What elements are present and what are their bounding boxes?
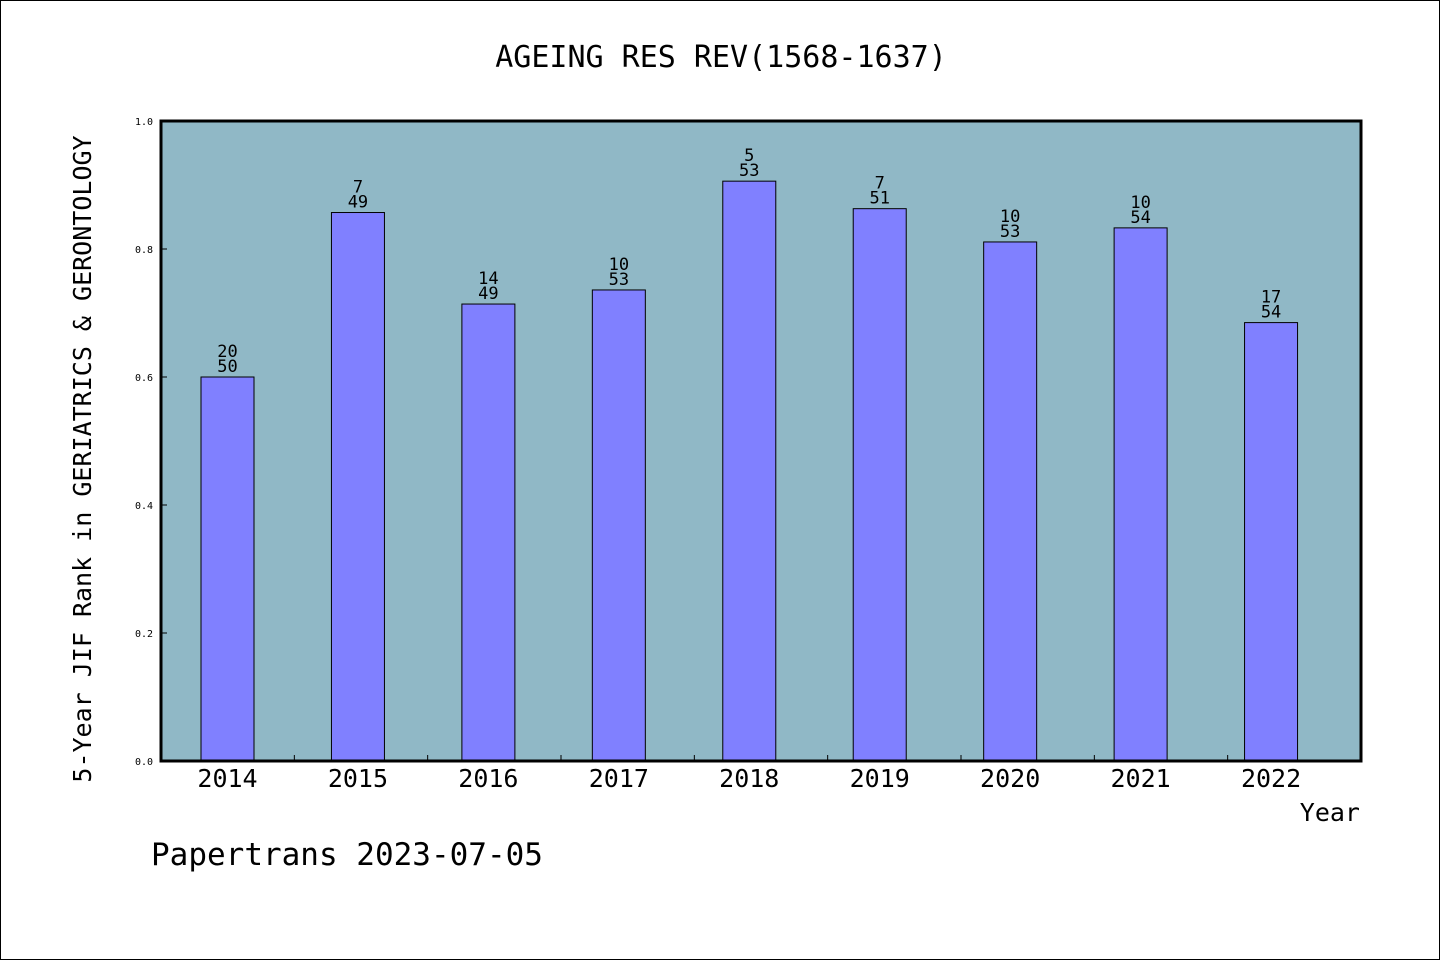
bar-rank-label: 5 bbox=[744, 146, 754, 166]
x-tick-label: 2020 bbox=[980, 764, 1040, 793]
y-tick-label: 0.0 bbox=[135, 757, 153, 768]
x-tick-label: 2014 bbox=[197, 764, 257, 793]
bar-total-label: 53 bbox=[739, 161, 759, 181]
footer-credit: Papertrans 2023-07-05 bbox=[151, 837, 543, 873]
bar-rank-label: 20 bbox=[217, 342, 237, 362]
bar-total-label: 53 bbox=[1000, 222, 1020, 242]
bar-rank-label: 7 bbox=[875, 174, 885, 194]
x-axis-label: Year bbox=[1300, 798, 1360, 827]
bar-2017 bbox=[591, 289, 646, 762]
bar-total-label: 49 bbox=[348, 193, 368, 213]
y-tick-label: 0.2 bbox=[135, 629, 153, 640]
bar-rank-label: 14 bbox=[478, 269, 498, 289]
bar-rank-label: 17 bbox=[1261, 288, 1281, 308]
bar-2020 bbox=[983, 241, 1038, 762]
bar-total-label: 49 bbox=[478, 284, 498, 304]
x-tick-label: 2016 bbox=[458, 764, 518, 793]
chart-title: AGEING RES REV(1568-1637) bbox=[495, 40, 947, 75]
y-tick-label: 0.8 bbox=[135, 245, 153, 256]
bar-2022 bbox=[1244, 322, 1299, 762]
y-tick-label: 0.4 bbox=[135, 501, 153, 512]
y-tick-label: 0.6 bbox=[135, 373, 153, 384]
bar-2019 bbox=[852, 208, 907, 762]
y-tick-label: 1.0 bbox=[135, 117, 153, 128]
x-tick-label: 2015 bbox=[328, 764, 388, 793]
bar-rank-label: 10 bbox=[1130, 193, 1150, 213]
bar-rank-label: 10 bbox=[609, 255, 629, 275]
bar-2016 bbox=[461, 303, 516, 762]
bar-total-label: 53 bbox=[609, 270, 629, 290]
bar-total-label: 50 bbox=[217, 357, 237, 377]
x-tick-label: 2018 bbox=[719, 764, 779, 793]
bar-2021 bbox=[1113, 227, 1168, 762]
x-tick-label: 2022 bbox=[1241, 764, 1301, 793]
bar-total-label: 51 bbox=[869, 189, 889, 209]
plot-frame bbox=[159, 119, 1363, 763]
bar-total-label: 54 bbox=[1130, 208, 1150, 228]
bar-2015 bbox=[330, 212, 385, 762]
bar-rank-label: 7 bbox=[353, 178, 363, 198]
x-tick-label: 2017 bbox=[589, 764, 649, 793]
labels-layer: 2014205020157492016144920171053201855320… bbox=[135, 117, 1301, 793]
x-tick-label: 2019 bbox=[850, 764, 910, 793]
bar-2014 bbox=[200, 376, 255, 762]
bar-rank-label: 10 bbox=[1000, 207, 1020, 227]
bar-total-label: 54 bbox=[1261, 303, 1281, 323]
x-tick-label: 2021 bbox=[1111, 764, 1171, 793]
bars-layer bbox=[200, 180, 1299, 762]
y-axis-label: 5-Year JIF Rank in GERIATRICS & GERONTOL… bbox=[68, 135, 97, 782]
bar-2018 bbox=[722, 180, 777, 762]
